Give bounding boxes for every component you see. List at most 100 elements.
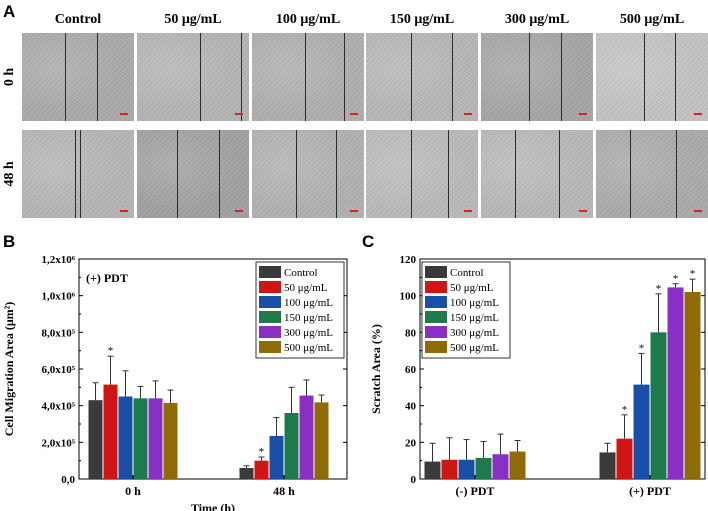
legend-swatch: [425, 281, 447, 293]
micrograph-column-label: 150 μg/mL: [389, 12, 455, 27]
micrograph-image: [481, 130, 593, 218]
legend-label: 150 μg/mL: [450, 312, 499, 324]
scratch-edge-line: [676, 130, 677, 218]
scratch-edge-line: [305, 33, 306, 121]
bar: [88, 400, 103, 479]
significance-mark: *: [108, 345, 114, 357]
y-axis-label: Scratch Area (%): [369, 324, 383, 414]
y-tick-label: 4,0x10⁵: [41, 401, 75, 413]
legend-label: 300 μg/mL: [450, 327, 499, 339]
significance-mark: *: [622, 404, 628, 416]
significance-mark: *: [259, 446, 265, 458]
legend-swatch: [425, 311, 447, 323]
bar: [509, 451, 526, 479]
micrograph-image: [22, 33, 134, 121]
legend-swatch: [425, 266, 447, 278]
legend-label: 150 μg/mL: [284, 312, 333, 324]
bar: [148, 398, 163, 479]
panel-a-letter: A: [3, 2, 16, 21]
y-tick-label: 2,0x10⁵: [41, 437, 75, 449]
legend-swatch: [425, 341, 447, 353]
scratch-edge-line: [80, 130, 81, 218]
x-tick-label: (-) PDT: [456, 484, 495, 498]
scale-bar: [694, 210, 702, 212]
micrograph-image: [137, 33, 249, 121]
x-tick-label: (+) PDT: [629, 484, 671, 498]
legend-label: 500 μg/mL: [284, 342, 333, 354]
legend-label: Control: [450, 267, 484, 279]
scratch-edge-line: [559, 130, 560, 218]
y-tick-label: 100: [400, 291, 417, 303]
bar: [599, 452, 616, 479]
micrograph-image: [481, 33, 593, 121]
legend-label: 50 μg/mL: [284, 282, 328, 294]
micrograph-row-label: 48 h: [2, 161, 17, 187]
legend-swatch: [425, 296, 447, 308]
scratch-edge-line: [97, 33, 98, 121]
y-tick-label: 60: [405, 364, 417, 376]
micrograph-image: [366, 130, 478, 218]
micrograph-image: [252, 33, 364, 121]
scale-bar: [235, 210, 243, 212]
legend-swatch: [259, 311, 281, 323]
bar: [133, 398, 148, 479]
scale-bar: [464, 113, 472, 115]
scale-bar: [120, 113, 128, 115]
scratch-edge-line: [177, 130, 178, 218]
micrograph-column-label: 500 μg/mL: [619, 12, 685, 27]
bar: [633, 384, 650, 479]
bar: [254, 460, 269, 479]
y-tick-label: 0,0: [61, 474, 75, 486]
bar: [458, 459, 475, 479]
legend-swatch: [259, 326, 281, 338]
y-tick-label: 1,0x10⁶: [41, 291, 75, 303]
significance-mark: *: [673, 273, 679, 285]
y-tick-label: 0: [411, 474, 417, 486]
scratch-edge-line: [411, 33, 412, 121]
legend-swatch: [259, 266, 281, 278]
legend-label: Control: [284, 267, 318, 279]
micrograph-image: [366, 33, 478, 121]
y-tick-label: 8,0x10⁵: [41, 327, 75, 339]
y-tick-label: 6,0x10⁵: [41, 364, 75, 376]
y-tick-label: 40: [405, 401, 417, 413]
chart-b: 0,0 2,0x10⁵ 4,0x10⁵ 6,0x10⁵ 8,0x10⁵ 1,0x10⁶ 1,…: [2, 254, 348, 511]
legend-swatch: [259, 341, 281, 353]
bar: [684, 292, 701, 479]
scale-bar: [235, 113, 243, 115]
scratch-edge-line: [241, 33, 242, 121]
scratch-edge-line: [336, 130, 337, 218]
scratch-edge-line: [65, 33, 66, 121]
scratch-edge-line: [675, 33, 676, 121]
scale-bar: [694, 113, 702, 115]
bar: [314, 402, 329, 479]
micrograph-column-label: 100 μg/mL: [275, 12, 341, 27]
pdt-annotation: (+) PDT: [86, 271, 128, 285]
legend-swatch: [259, 296, 281, 308]
y-tick-label: 1,2x10⁶: [41, 254, 75, 266]
scratch-edge-line: [644, 33, 645, 121]
x-tick-label: 0 h: [125, 484, 141, 498]
scratch-edge-line: [75, 130, 76, 218]
legend-label: 100 μg/mL: [284, 297, 333, 309]
bar: [299, 395, 314, 479]
y-tick-label: 120: [400, 254, 417, 266]
legend-swatch: [259, 281, 281, 293]
significance-mark: *: [690, 268, 696, 280]
y-tick-label: 20: [405, 437, 417, 449]
chart-c: 0 20 40 60 80 100 120 (-) PDT (+) PDT * * * * * Scratc…: [369, 254, 706, 498]
bar: [284, 413, 299, 479]
scratch-edge-line: [561, 33, 562, 121]
bar: [492, 454, 509, 479]
micrograph-image: [596, 130, 708, 218]
micrograph-column-label: 300 μg/mL: [504, 12, 570, 27]
scratch-edge-line: [344, 33, 345, 121]
x-tick-label: 48 h: [273, 484, 295, 498]
significance-mark: *: [656, 283, 662, 295]
legend-label: 100 μg/mL: [450, 297, 499, 309]
y-tick-label: 80: [405, 327, 417, 339]
legend-label: 50 μg/mL: [450, 282, 494, 294]
y-axis-label: Cell Migration Area (μm²): [2, 302, 16, 436]
bar: [424, 461, 441, 479]
micrograph-column-label: Control: [54, 12, 102, 27]
